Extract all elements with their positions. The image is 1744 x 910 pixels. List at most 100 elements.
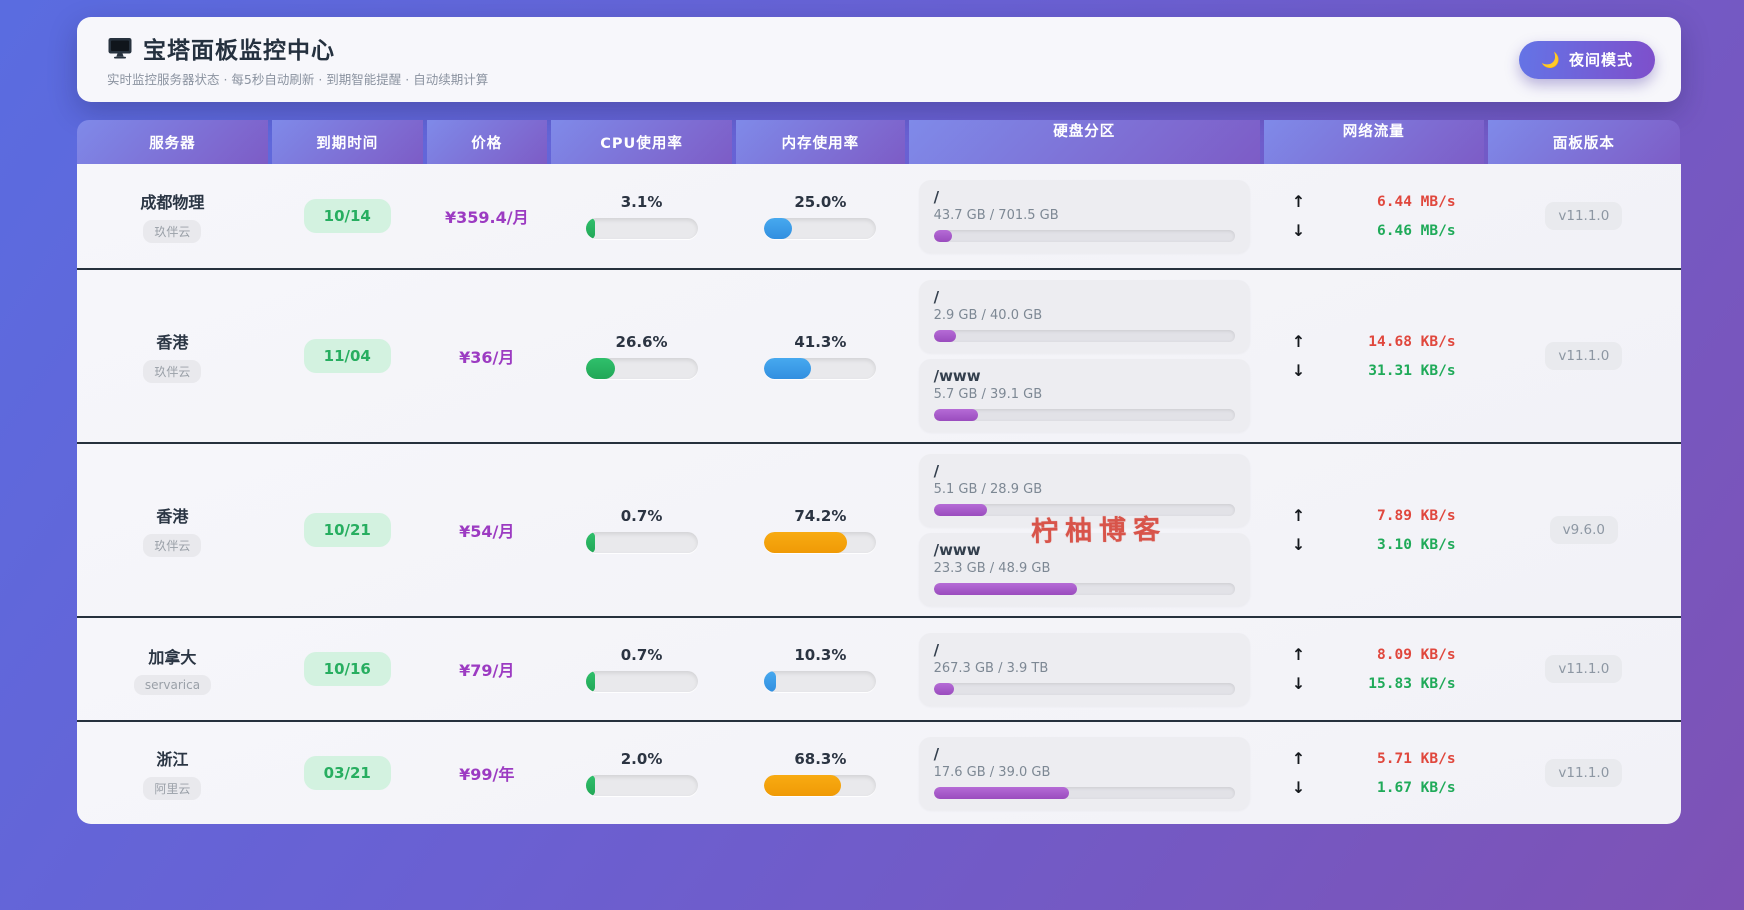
memory-percent-label: 25.0%: [794, 193, 847, 211]
disk-usage-text: 2.9 GB / 40.0 GB: [933, 308, 1043, 323]
disk-progress-track: [933, 330, 1235, 342]
header-card: 宝塔面板监控中心 实时监控服务器状态 · 每5秒自动刷新 · 到期智能提醒 · …: [77, 17, 1681, 102]
memory-progress-track: [764, 218, 877, 239]
upload-row: ↑ 14.68 KB/s: [1292, 332, 1456, 351]
disk-progress-track: [933, 682, 1235, 695]
table-row: 香港 玖伴云 11/04 ¥36/月 26.6% 41.3% / 2.9 GB …: [77, 268, 1681, 442]
upload-row: ↑ 8.09 KB/s: [1292, 645, 1456, 664]
server-name: 香港: [156, 507, 189, 526]
moon-icon: 🌙: [1541, 50, 1561, 69]
disk-usage-text: 23.3 GB / 48.9 GB: [933, 561, 1051, 576]
upload-arrow-icon: ↑: [1291, 332, 1306, 351]
disk-partition-card: / 2.9 GB / 40.0 GB: [918, 280, 1250, 353]
column-header-price: 价格: [426, 120, 547, 164]
download-row: ↓ 31.31 KB/s: [1292, 361, 1456, 380]
disk-partition-list: / 2.9 GB / 40.0 GB /www 5.7 GB / 39.1 GB: [909, 280, 1260, 432]
disk-partition-card: /www 5.7 GB / 39.1 GB: [918, 359, 1250, 432]
cpu-progress-fill: [585, 218, 595, 239]
disk-progress-fill: [933, 229, 953, 242]
cpu-progress-track: [585, 358, 698, 379]
disk-usage-text: 43.7 GB / 701.5 GB: [933, 207, 1059, 223]
provider-badge: 玖伴云: [143, 360, 202, 383]
table-row: 香港 玖伴云 10/21 ¥54/月 0.7% 74.2% / 5.1 GB /…: [77, 442, 1681, 616]
server-name: 成都物理: [140, 193, 205, 212]
disk-partition-list: / 5.1 GB / 28.9 GB /www 23.3 GB / 48.9 G…: [909, 454, 1260, 606]
memory-progress-fill: [764, 218, 793, 239]
upload-speed: 5.71 KB/s: [1377, 750, 1456, 767]
download-arrow-icon: ↓: [1291, 361, 1306, 380]
title-wrap: 宝塔面板监控中心 实时监控服务器状态 · 每5秒自动刷新 · 到期智能提醒 · …: [107, 31, 488, 88]
monitor-icon: [107, 36, 133, 60]
disk-partition-list: / 267.3 GB / 3.9 TB: [909, 632, 1260, 706]
download-arrow-icon: ↓: [1291, 221, 1306, 240]
price-text: ¥99/年: [459, 765, 515, 784]
download-speed: 15.83 KB/s: [1368, 675, 1456, 692]
disk-partition-card: / 267.3 GB / 3.9 TB: [918, 632, 1250, 706]
provider-badge: 玖伴云: [143, 220, 202, 243]
disk-progress-fill: [933, 409, 978, 421]
memory-progress-fill: [764, 775, 841, 796]
disk-progress-fill: [933, 682, 954, 695]
server-name: 加拿大: [148, 647, 197, 667]
provider-badge: 玖伴云: [143, 534, 202, 557]
panel-version-badge: v9.6.0: [1549, 516, 1618, 544]
cpu-progress-track: [585, 671, 698, 692]
cpu-progress-fill: [585, 358, 616, 379]
disk-usage-text: 5.7 GB / 39.1 GB: [933, 387, 1043, 402]
download-arrow-icon: ↓: [1291, 674, 1306, 693]
expiry-date-badge: 10/21: [303, 513, 391, 547]
memory-percent-label: 74.2%: [794, 507, 847, 525]
memory-progress-track: [764, 532, 877, 553]
upload-row: ↑ 7.89 KB/s: [1292, 506, 1456, 525]
disk-mount-point: /www: [933, 541, 981, 559]
disk-partition-list: / 43.7 GB / 701.5 GB: [909, 179, 1260, 253]
column-header-disk: 硬盘分区: [908, 120, 1260, 164]
disk-partition-card: / 5.1 GB / 28.9 GB: [918, 454, 1250, 527]
disk-usage-text: 5.1 GB / 28.9 GB: [933, 482, 1043, 497]
disk-usage-text: 17.6 GB / 39.0 GB: [933, 764, 1051, 780]
memory-progress-fill: [764, 358, 811, 379]
cpu-percent-label: 26.6%: [615, 333, 668, 351]
disk-mount-point: /www: [933, 367, 981, 385]
disk-mount-point: /: [933, 187, 940, 206]
memory-progress-fill: [764, 671, 776, 692]
memory-percent-label: 41.3%: [794, 333, 847, 351]
cpu-percent-label: 0.7%: [620, 646, 663, 664]
upload-speed: 8.09 KB/s: [1377, 646, 1456, 663]
cpu-progress-fill: [585, 671, 595, 692]
upload-speed: 7.89 KB/s: [1377, 507, 1456, 524]
download-speed: 6.46 MB/s: [1377, 222, 1456, 239]
page-subtitle: 实时监控服务器状态 · 每5秒自动刷新 · 到期智能提醒 · 自动续期计算: [107, 72, 489, 87]
price-text: ¥54/月: [459, 522, 515, 541]
upload-arrow-icon: ↑: [1291, 645, 1306, 664]
upload-arrow-icon: ↑: [1291, 506, 1306, 525]
cpu-progress-track: [585, 218, 698, 239]
download-row: ↓ 15.83 KB/s: [1292, 674, 1456, 693]
disk-partition-list: / 17.6 GB / 39.0 GB: [909, 736, 1260, 810]
night-mode-button[interactable]: 🌙 夜间模式: [1519, 40, 1655, 79]
memory-progress-track: [764, 775, 877, 796]
disk-progress-track: [933, 583, 1235, 595]
page-title: 宝塔面板监控中心: [143, 38, 335, 64]
panel-version-badge: v11.1.0: [1545, 202, 1623, 230]
panel-version-badge: v11.1.0: [1545, 655, 1623, 683]
column-header-version: 面板版本: [1487, 120, 1681, 164]
table-header-row: 服务器 到期时间 价格 CPU使用率 内存使用率 硬盘分区 网络流量 面板版本: [77, 120, 1681, 164]
download-arrow-icon: ↓: [1291, 535, 1306, 554]
upload-speed: 14.68 KB/s: [1368, 333, 1456, 350]
expiry-date-badge: 10/16: [303, 652, 391, 686]
column-header-cpu: CPU使用率: [550, 120, 733, 164]
provider-badge: 阿里云: [143, 777, 202, 800]
memory-progress-track: [764, 671, 877, 692]
disk-mount-point: /: [933, 462, 940, 480]
upload-speed: 6.44 MB/s: [1377, 193, 1456, 210]
download-row: ↓ 6.46 MB/s: [1292, 221, 1456, 240]
disk-progress-track: [933, 786, 1235, 799]
disk-mount-point: /: [933, 640, 940, 659]
disk-progress-track: [933, 409, 1235, 421]
column-header-memory: 内存使用率: [736, 120, 905, 164]
disk-progress-track: [933, 229, 1235, 242]
panel-version-badge: v11.1.0: [1545, 759, 1623, 787]
cpu-percent-label: 3.1%: [620, 193, 663, 211]
download-speed: 31.31 KB/s: [1368, 362, 1456, 379]
